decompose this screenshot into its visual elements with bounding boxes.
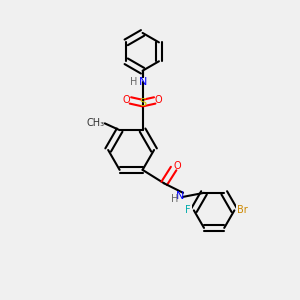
Text: O: O: [155, 95, 163, 105]
Text: F: F: [185, 206, 191, 215]
Text: N: N: [176, 191, 184, 201]
Text: Br: Br: [237, 206, 247, 215]
Text: N: N: [138, 76, 147, 86]
Text: O: O: [173, 161, 181, 171]
Text: H: H: [171, 194, 178, 204]
Text: S: S: [139, 98, 146, 108]
Text: O: O: [123, 95, 130, 105]
Text: H: H: [130, 76, 138, 86]
Text: CH₃: CH₃: [86, 118, 104, 128]
